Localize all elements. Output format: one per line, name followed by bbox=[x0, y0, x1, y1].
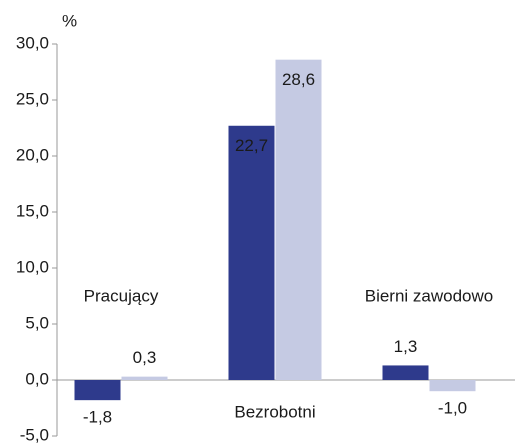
bar bbox=[74, 380, 121, 401]
value-label: 22,7 bbox=[235, 136, 268, 155]
value-label: -1,8 bbox=[83, 408, 112, 427]
category-label: Bierni zawodowo bbox=[365, 286, 494, 305]
bar bbox=[121, 376, 168, 380]
y-tick-label: 20,0 bbox=[16, 145, 49, 164]
y-tick-label: 5,0 bbox=[25, 313, 49, 332]
bar bbox=[429, 380, 476, 392]
value-label: 0,3 bbox=[133, 348, 157, 367]
bar bbox=[228, 125, 275, 380]
value-label: -1,0 bbox=[438, 399, 467, 418]
category-label: Pracujący bbox=[84, 286, 159, 305]
y-tick-label: 15,0 bbox=[16, 201, 49, 220]
y-tick-label: -5,0 bbox=[20, 425, 49, 444]
y-tick-label: 25,0 bbox=[16, 89, 49, 108]
bar bbox=[275, 59, 322, 381]
y-axis-label: % bbox=[62, 11, 77, 30]
y-tick-label: 30,0 bbox=[16, 33, 49, 52]
value-label: 28,6 bbox=[282, 70, 315, 89]
value-label: 1,3 bbox=[394, 337, 418, 356]
y-tick-label: 0,0 bbox=[25, 369, 49, 388]
category-label: Bezrobotni bbox=[234, 402, 315, 421]
y-tick-label: 10,0 bbox=[16, 257, 49, 276]
bar bbox=[382, 365, 429, 380]
